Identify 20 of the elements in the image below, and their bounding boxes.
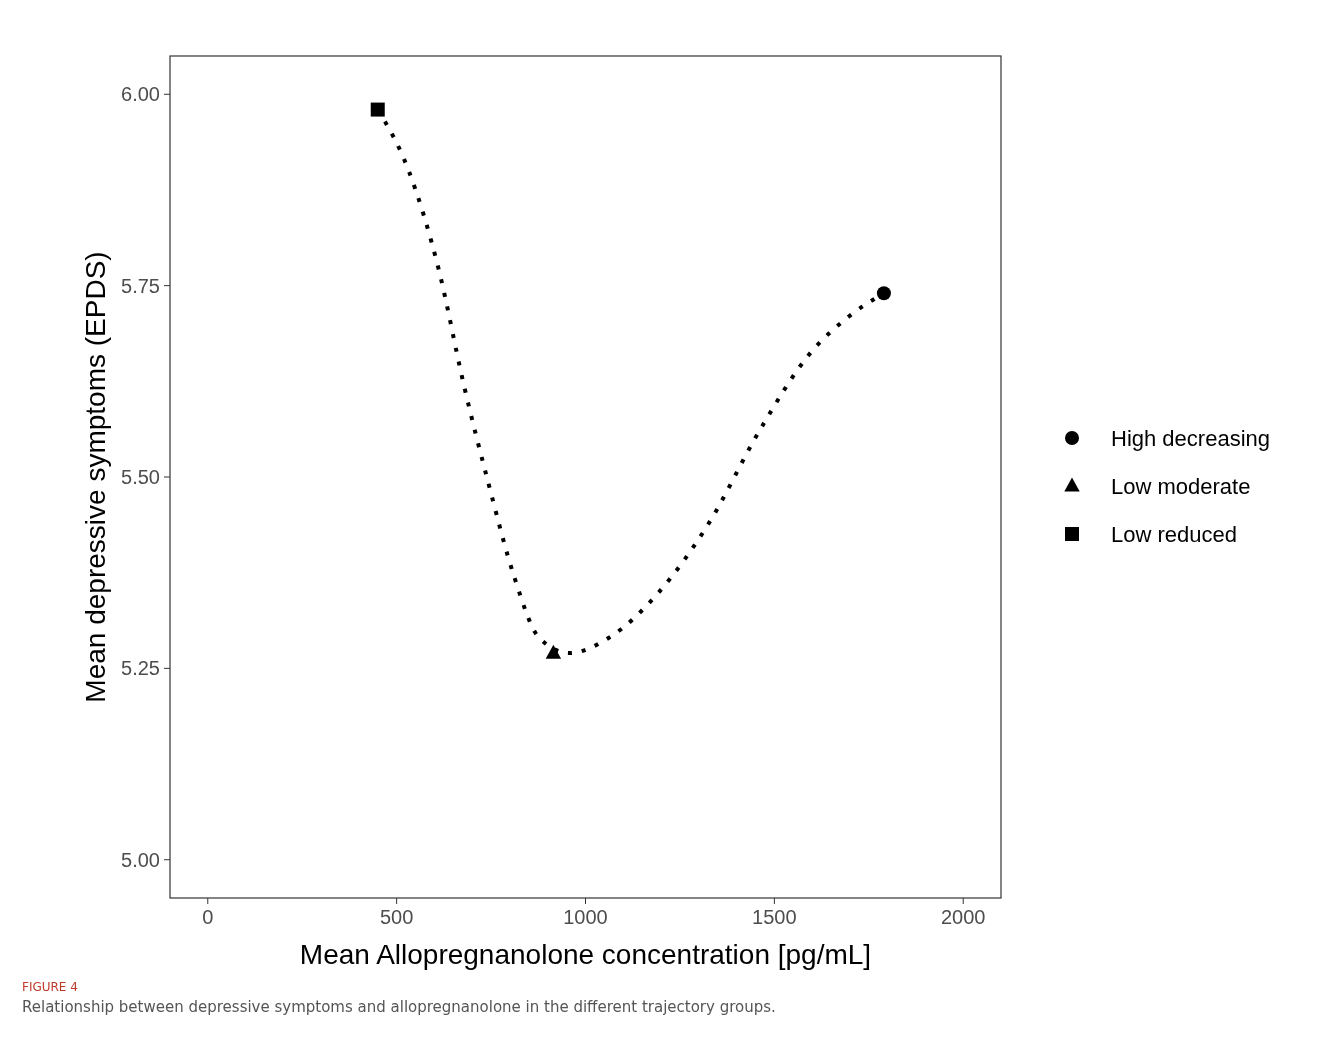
x-axis-title: Mean Allopregnanolone concentration [pg/mL] (299, 939, 872, 970)
y-tick-label: 5.25 (121, 657, 160, 680)
point (876, 286, 891, 301)
y-tick-label: 5.50 (121, 466, 160, 488)
x-tick-label: 0 (202, 906, 214, 928)
caption: FIGURE 4 (22, 980, 78, 994)
y-axis-title: Mean depressive symptoms (EPDS) (80, 251, 111, 703)
text: Relationship between depressive symptoms and allopregnanolone in the different trajectory groups. (22, 998, 776, 1016)
point (545, 644, 562, 659)
legend-label: Low reduced (1111, 522, 1237, 547)
x-tick-label: 500 (379, 906, 414, 928)
x-tick-label: 2000 (940, 906, 986, 928)
y-tick-label: 6.00 (121, 83, 160, 106)
x-tick-label: 1500 (752, 906, 797, 928)
y-tick-label: 5.00 (121, 848, 160, 871)
legend-label: Low moderate (1111, 474, 1251, 499)
y-tick-label: 5.75 (121, 274, 160, 297)
point (370, 102, 385, 117)
x-tick-label: 1000 (563, 906, 608, 928)
legend-label: High decreasing (1111, 426, 1270, 451)
